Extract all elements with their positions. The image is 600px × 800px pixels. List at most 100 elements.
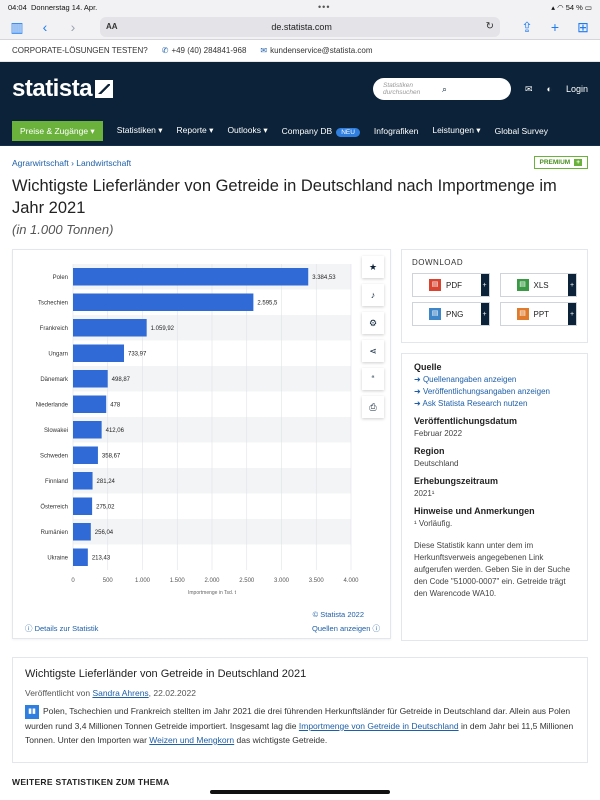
corporate-cta[interactable]: CORPORATE-LÖSUNGEN TESTEN? bbox=[12, 46, 148, 55]
category-label: Dänemark bbox=[40, 377, 69, 383]
info-card: Quelle ➜ Quellenangaben anzeigen ➜ Veröf… bbox=[401, 353, 588, 641]
quote-icon[interactable]: “ bbox=[362, 368, 384, 390]
language-icon[interactable]: ◐ bbox=[546, 84, 552, 94]
value-label: 2.595,5 bbox=[257, 300, 278, 306]
mail-icon: ✉ bbox=[260, 46, 268, 55]
period-heading: Erhebungszeitraum bbox=[414, 476, 499, 486]
plus-icon: + bbox=[480, 274, 489, 296]
star-icon[interactable]: ★ bbox=[362, 256, 384, 278]
back-icon[interactable]: ‹ bbox=[42, 18, 48, 35]
download-ppt-button[interactable]: ▤ PPT + bbox=[499, 302, 577, 326]
search-icon[interactable]: ⌕ bbox=[441, 83, 448, 94]
share-icon[interactable]: ⋖ bbox=[362, 340, 384, 362]
search-placeholder: Statistiken durchsuchen bbox=[382, 82, 421, 96]
chart-credit[interactable]: © Statista 2022 bbox=[312, 610, 364, 619]
download-title: DOWNLOAD bbox=[412, 258, 464, 267]
breadcrumb-landwirtschaft[interactable]: Landwirtschaft bbox=[76, 157, 132, 168]
pdf-file-icon: ▤ bbox=[429, 279, 441, 291]
description-meta: Veröffentlicht von Sandra Ahrens, 22.02.… bbox=[25, 688, 575, 698]
value-label: 1.059,92 bbox=[151, 326, 175, 332]
bar bbox=[73, 370, 108, 388]
category-label: Rumänien bbox=[41, 530, 68, 536]
info-icon: ⓘ bbox=[25, 624, 33, 633]
nav-label: Statistiken bbox=[116, 125, 156, 135]
tabs-overview-icon[interactable]: ⊞ bbox=[577, 18, 589, 35]
desc-text-1: Polen, Tschechien und Frankreich stellte… bbox=[25, 706, 571, 731]
main-nav: Preise & Zugänge ▾ Statistiken ▾ Reporte… bbox=[0, 116, 600, 146]
nav-outlooks[interactable]: Outlooks ▾ bbox=[227, 125, 268, 135]
details-link[interactable]: ⓘ Details zur Statistik bbox=[25, 623, 98, 634]
print-icon[interactable]: ⎙ bbox=[362, 396, 384, 418]
multitask-dots[interactable]: ••• bbox=[318, 2, 331, 12]
phone-link[interactable]: ✆ +49 (40) 284841-968 bbox=[162, 46, 247, 55]
value-label: 275,02 bbox=[96, 504, 115, 510]
details-text: Details zur Statistik bbox=[34, 624, 99, 633]
forward-icon[interactable]: › bbox=[70, 18, 76, 35]
chart-icon: ▮▮ bbox=[25, 704, 39, 719]
login-link[interactable]: Login bbox=[565, 84, 588, 94]
premium-label: PREMIUM bbox=[539, 159, 571, 166]
pub-date-value: Februar 2022 bbox=[414, 429, 463, 438]
bar bbox=[73, 319, 147, 337]
nav-company-db[interactable]: Company DB NEU bbox=[281, 125, 360, 137]
mail-icon[interactable]: ✉ bbox=[524, 83, 533, 94]
nav-leistungen[interactable]: Leistungen ▾ bbox=[432, 125, 481, 135]
download-label: XLS bbox=[533, 280, 549, 290]
bar bbox=[73, 268, 309, 286]
source-link-3[interactable]: ➜ Ask Statista Research nutzen bbox=[414, 399, 528, 408]
nav-label: Outlooks bbox=[227, 125, 261, 135]
site-header: statista Statistiken durchsuchen ⌕ ✉ ◐ Lo… bbox=[0, 62, 600, 116]
nav-statistiken[interactable]: Statistiken ▾ bbox=[116, 125, 163, 135]
nav-global-survey[interactable]: Global Survey bbox=[494, 125, 548, 136]
x-axis-title: Importmenge in Tsd. t bbox=[188, 590, 237, 596]
search-input[interactable]: Statistiken durchsuchen ⌕ bbox=[372, 78, 511, 100]
statista-logo[interactable]: statista bbox=[12, 75, 114, 103]
value-label: 358,67 bbox=[102, 453, 121, 459]
import-link[interactable]: Importmenge von Getreide in Deutschland bbox=[298, 720, 459, 731]
download-label: PNG bbox=[446, 309, 464, 319]
nav-label: Company DB bbox=[281, 125, 333, 136]
chart-footer: © Statista 2022 ⓘ Details zur Statistik … bbox=[25, 610, 380, 634]
wheat-link[interactable]: Weizen und Mengkorn bbox=[149, 734, 235, 745]
email-link[interactable]: ✉ kundenservice@statista.com bbox=[260, 46, 372, 55]
battery-level: 54 % bbox=[565, 2, 583, 12]
download-pdf-button[interactable]: ▤ PDF + bbox=[412, 273, 490, 297]
desc-text-3: das wichtigste Getreide. bbox=[234, 734, 328, 745]
settings-icon[interactable]: ⚙ bbox=[362, 312, 384, 334]
home-indicator[interactable] bbox=[210, 790, 390, 794]
nav-infografiken[interactable]: Infografiken bbox=[373, 125, 419, 136]
source-link-1[interactable]: ➜ Quellenangaben anzeigen bbox=[414, 375, 517, 384]
period-value: 2021¹ bbox=[414, 489, 435, 498]
sidebar-icon[interactable]: ▥ bbox=[10, 18, 24, 35]
description-title: Wichtigste Lieferländer von Getreide in … bbox=[25, 668, 307, 680]
breadcrumb-agrar[interactable]: Agrarwirtschaft bbox=[12, 157, 69, 168]
download-label: PDF bbox=[446, 280, 462, 290]
bar bbox=[73, 446, 98, 464]
breadcrumb-sep: › bbox=[71, 157, 74, 168]
address-bar[interactable]: AA de.statista.com ↻ bbox=[100, 16, 500, 37]
main-content: Agrarwirtschaft › Landwirtschaft PREMIUM… bbox=[0, 146, 600, 787]
x-tick-label: 0 bbox=[71, 578, 75, 584]
download-xls-button[interactable]: ▤ XLS + bbox=[499, 273, 577, 297]
author-link[interactable]: Sandra Ahrens bbox=[92, 688, 149, 698]
category-label: Polen bbox=[53, 275, 68, 281]
value-label: 498,87 bbox=[112, 377, 131, 383]
bell-icon[interactable]: ♪ bbox=[362, 284, 384, 306]
reload-icon[interactable]: ↻ bbox=[485, 21, 494, 32]
share-icon[interactable]: ⇪ bbox=[521, 18, 533, 35]
bar bbox=[73, 293, 254, 311]
premium-badge[interactable]: PREMIUM + bbox=[533, 156, 588, 169]
browser-toolbar: ▥ ‹ › AA de.statista.com ↻ ⇪ + ⊞ bbox=[0, 14, 600, 40]
nav-reporte[interactable]: Reporte ▾ bbox=[176, 125, 214, 135]
category-label: Frankreich bbox=[40, 326, 68, 332]
nav-preise[interactable]: Preise & Zugänge ▾ bbox=[12, 120, 103, 141]
x-tick-label: 1.000 bbox=[135, 578, 151, 584]
reader-aa-button[interactable]: AA bbox=[106, 22, 118, 31]
download-png-button[interactable]: ▤ PNG + bbox=[412, 302, 490, 326]
content-row: 0 500 1.000 1.500 2.000 2.500 3.000 3.500 4.000 P… bbox=[12, 249, 588, 641]
category-label: Österreich bbox=[40, 503, 68, 510]
new-tab-icon[interactable]: + bbox=[550, 18, 560, 35]
x-tick-label: 3.000 bbox=[274, 578, 290, 584]
sources-link[interactable]: Quellen anzeigen ⓘ bbox=[312, 623, 380, 634]
source-link-2[interactable]: ➜ Veröffentlichungsangaben anzeigen bbox=[414, 387, 551, 396]
